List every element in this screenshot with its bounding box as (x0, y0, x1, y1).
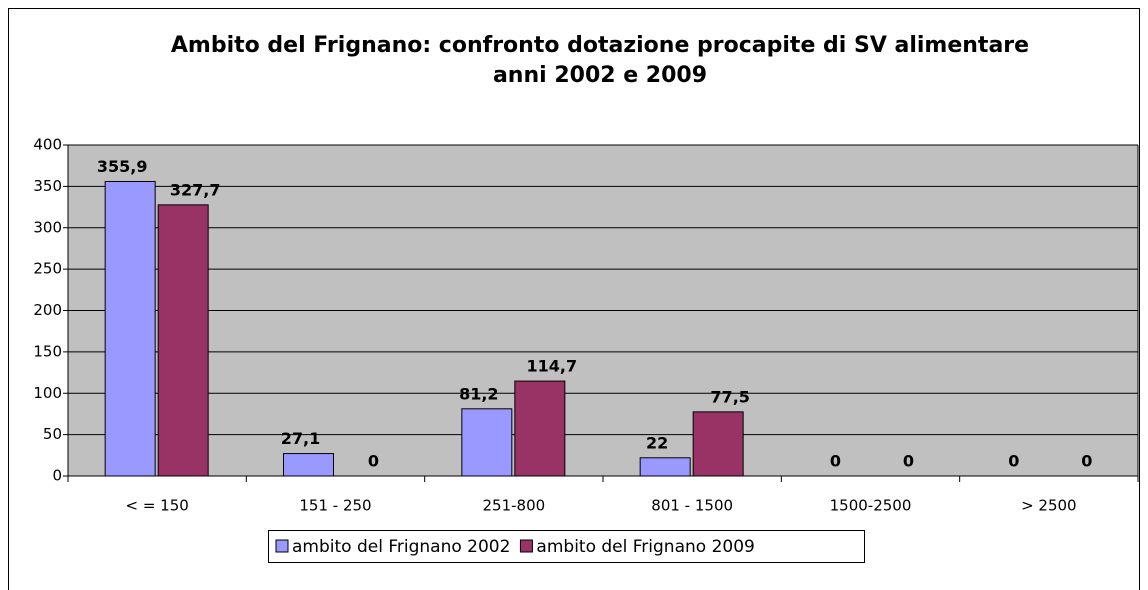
bar (639, 457, 691, 477)
x-tick-label: 1500-2500 (830, 497, 912, 515)
value-label: 0 (368, 452, 379, 471)
value-label: 0 (830, 452, 841, 471)
bar (692, 411, 744, 477)
value-label: 327,7 (170, 180, 221, 199)
value-label: 22 (646, 433, 668, 452)
y-tick-label: 350 (33, 177, 62, 195)
value-label: 81,2 (459, 384, 498, 403)
bar (283, 453, 334, 477)
value-label: 27,1 (281, 429, 320, 448)
y-tick-label: 300 (33, 218, 62, 236)
value-label: 355,9 (97, 157, 148, 176)
x-tick-label: 251-800 (482, 497, 545, 515)
legend-label: ambito del Frignano 2002 (292, 537, 510, 557)
legend-box (268, 530, 865, 563)
bar (157, 204, 209, 477)
y-tick-label: 200 (33, 301, 62, 319)
chart-title: anni 2002 e 2009 (493, 63, 707, 88)
legend-swatch (519, 539, 533, 553)
bar (514, 380, 566, 477)
bar (461, 408, 513, 477)
y-tick-label: 50 (43, 425, 62, 443)
x-tick-label: < = 150 (126, 497, 189, 515)
x-tick-label: 151 - 250 (299, 497, 371, 515)
value-label: 0 (1081, 452, 1092, 471)
y-tick-label: 100 (33, 384, 62, 402)
value-label: 77,5 (710, 387, 749, 406)
bar (104, 180, 156, 477)
chart-title: Ambito del Frignano: confronto dotazione… (171, 33, 1029, 58)
y-tick-label: 250 (33, 260, 62, 278)
y-tick-label: 150 (33, 342, 62, 360)
y-tick-label: 400 (33, 136, 62, 154)
legend-label: ambito del Frignano 2009 (536, 537, 754, 557)
x-tick-label: > 2500 (1021, 497, 1077, 515)
value-label: 114,7 (527, 357, 578, 376)
value-label: 0 (1008, 452, 1019, 471)
legend-swatch (275, 539, 289, 553)
x-tick-label: 801 - 1500 (651, 497, 733, 515)
value-label: 0 (903, 452, 914, 471)
y-tick-label: 0 (52, 467, 62, 485)
